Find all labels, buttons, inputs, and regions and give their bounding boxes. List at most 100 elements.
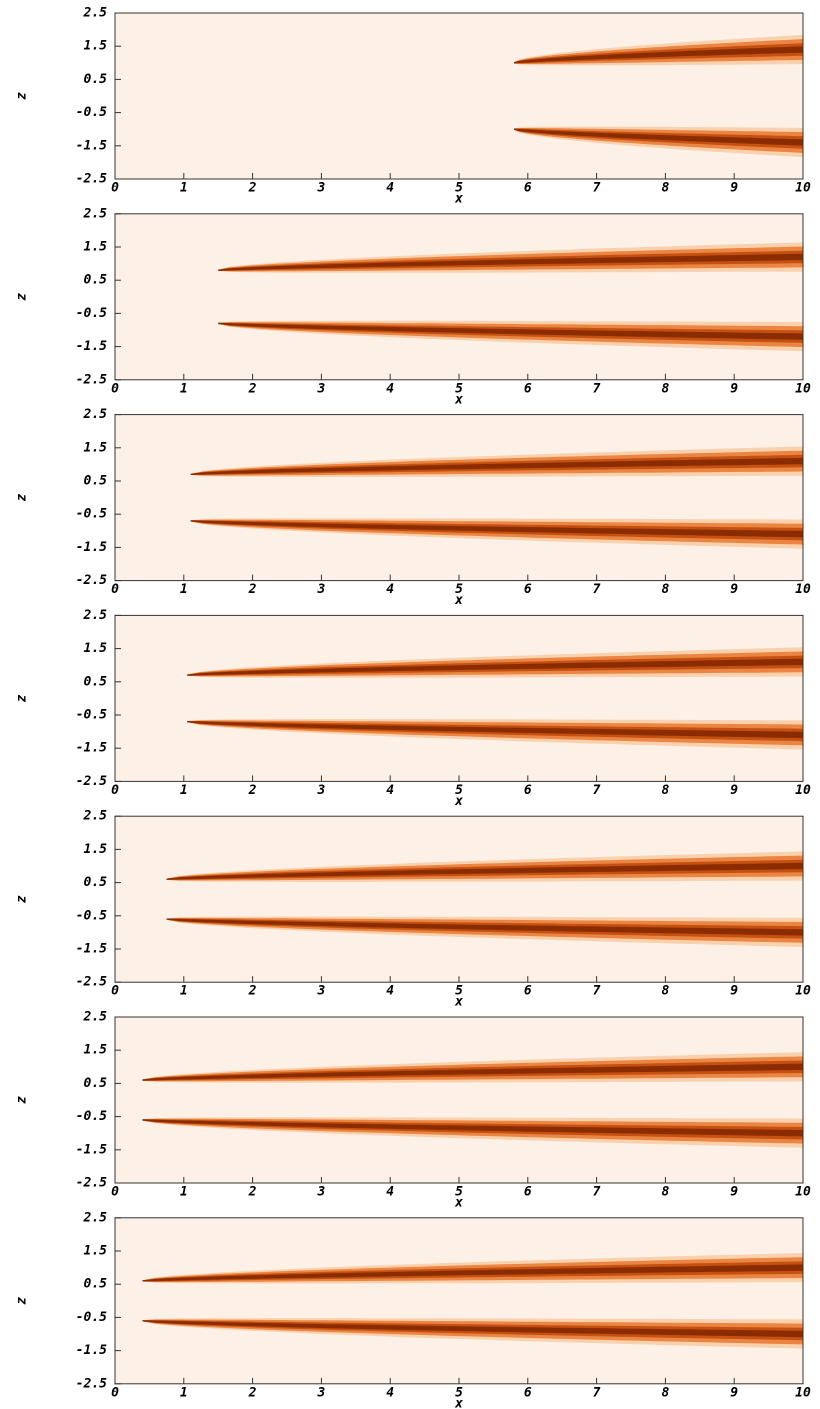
y-tick-label: 1.5 xyxy=(84,240,108,255)
x-tick-label: 6 xyxy=(524,984,532,999)
y-tick-label: 1.5 xyxy=(84,440,108,455)
x-tick-label: 3 xyxy=(316,984,325,999)
x-tick-label: 8 xyxy=(661,984,669,999)
y-tick-label: 2.5 xyxy=(83,407,108,422)
y-tick-label: -2.5 xyxy=(76,975,107,990)
x-tick-label: 9 xyxy=(730,984,738,999)
x-tick-label: 8 xyxy=(661,582,669,597)
y-axis-label: z xyxy=(15,293,30,301)
y-tick-label: 1.5 xyxy=(84,1244,108,1259)
y-tick-label: -1.5 xyxy=(76,339,107,354)
y-tick-label: -1.5 xyxy=(76,138,107,153)
x-tick-label: 0 xyxy=(111,984,119,999)
y-tick-label: 1.5 xyxy=(84,641,108,656)
x-tick-label: 2 xyxy=(248,984,257,999)
y-tick-label: -1.5 xyxy=(76,540,107,555)
x-tick-label: 6 xyxy=(524,783,532,798)
y-tick-label: 0.5 xyxy=(84,1076,108,1091)
x-tick-label: 3 xyxy=(316,181,325,196)
x-tick-label: 7 xyxy=(593,582,601,597)
x-axis-label: x xyxy=(454,1396,463,1409)
y-tick-label: -1.5 xyxy=(76,1343,107,1358)
x-tick-label: 5 xyxy=(455,1385,463,1400)
y-tick-label: -2.5 xyxy=(76,172,107,187)
x-tick-label: 1 xyxy=(180,181,188,196)
y-axis-label: z xyxy=(15,1297,30,1305)
x-tick-label: 0 xyxy=(111,381,119,396)
x-tick-label: 9 xyxy=(730,582,738,597)
x-tick-label: 4 xyxy=(386,582,394,597)
x-tick-label: 9 xyxy=(730,783,738,798)
y-tick-label: 2.5 xyxy=(83,1010,108,1025)
y-tick-label: 2.5 xyxy=(83,608,108,623)
x-tick-label: 2 xyxy=(248,381,257,396)
x-tick-label: 4 xyxy=(386,1185,394,1200)
x-tick-label: 9 xyxy=(730,1385,738,1400)
x-tick-label: 6 xyxy=(524,381,532,396)
y-tick-label: 0.5 xyxy=(84,875,108,890)
x-tick-label: 2 xyxy=(248,1185,257,1200)
x-tick-label: 1 xyxy=(180,381,188,396)
x-tick-label: 1 xyxy=(180,984,188,999)
y-tick-label: -0.5 xyxy=(76,1109,107,1124)
y-tick-label: 2.5 xyxy=(83,206,108,221)
y-tick-label: -0.5 xyxy=(76,507,107,522)
y-tick-label: -1.5 xyxy=(76,741,107,756)
x-tick-label: 1 xyxy=(180,1385,188,1400)
x-tick-label: 10 xyxy=(795,984,811,999)
x-tick-label: 0 xyxy=(111,783,119,798)
y-tick-label: -1.5 xyxy=(76,1142,107,1157)
x-axis-label: x xyxy=(454,392,463,407)
x-axis-label: x xyxy=(454,192,463,207)
field-branch xyxy=(166,862,804,880)
x-tick-label: 3 xyxy=(316,582,325,597)
field-branch xyxy=(142,1063,803,1081)
field-branch xyxy=(218,322,803,340)
x-tick-label: 7 xyxy=(593,1185,601,1200)
x-tick-label: 8 xyxy=(661,783,669,798)
y-tick-label: -2.5 xyxy=(76,573,107,588)
x-tick-label: 10 xyxy=(795,381,811,396)
x-tick-label: 2 xyxy=(248,783,257,798)
plot-background xyxy=(115,13,803,179)
x-tick-label: 1 xyxy=(180,1185,188,1200)
x-tick-label: 5 xyxy=(455,1185,463,1200)
field-branch xyxy=(187,721,803,739)
x-tick-label: 6 xyxy=(524,181,532,196)
field-branch xyxy=(190,520,803,538)
x-tick-label: 10 xyxy=(795,181,811,196)
y-axis-label: z xyxy=(15,694,30,702)
y-tick-label: -0.5 xyxy=(76,708,107,723)
plot-background xyxy=(115,414,803,581)
x-tick-label: 1 xyxy=(180,582,188,597)
x-tick-label: 5 xyxy=(455,783,463,798)
y-tick-label: 2.5 xyxy=(83,1210,108,1225)
x-tick-label: 4 xyxy=(386,381,394,396)
x-tick-label: 7 xyxy=(593,984,601,999)
y-axis-label: z xyxy=(15,1096,30,1104)
field-branch xyxy=(218,253,803,271)
y-tick-label: -0.5 xyxy=(76,306,107,321)
y-axis-label: z xyxy=(15,92,30,100)
x-axis-label: x xyxy=(454,794,463,809)
plot-background xyxy=(115,1017,803,1183)
x-tick-label: 3 xyxy=(316,1385,325,1400)
field-branch xyxy=(187,658,803,676)
x-tick-label: 8 xyxy=(661,1185,669,1200)
field-branch xyxy=(190,457,803,475)
x-tick-label: 4 xyxy=(386,783,394,798)
y-axis-label: z xyxy=(15,494,30,502)
y-tick-label: 2.5 xyxy=(83,6,108,21)
x-tick-label: 7 xyxy=(593,181,601,196)
x-tick-label: 0 xyxy=(111,1185,119,1200)
x-tick-label: 0 xyxy=(111,181,119,196)
field-branch xyxy=(514,46,803,64)
y-tick-label: -0.5 xyxy=(76,908,107,923)
y-tick-label: -0.5 xyxy=(76,105,107,120)
field-branch xyxy=(142,1320,803,1338)
y-tick-label: 0.5 xyxy=(84,674,108,689)
y-tick-label: 2.5 xyxy=(83,809,108,824)
x-tick-label: 1 xyxy=(180,783,188,798)
x-tick-label: 8 xyxy=(661,181,669,196)
x-tick-label: 5 xyxy=(455,582,463,597)
